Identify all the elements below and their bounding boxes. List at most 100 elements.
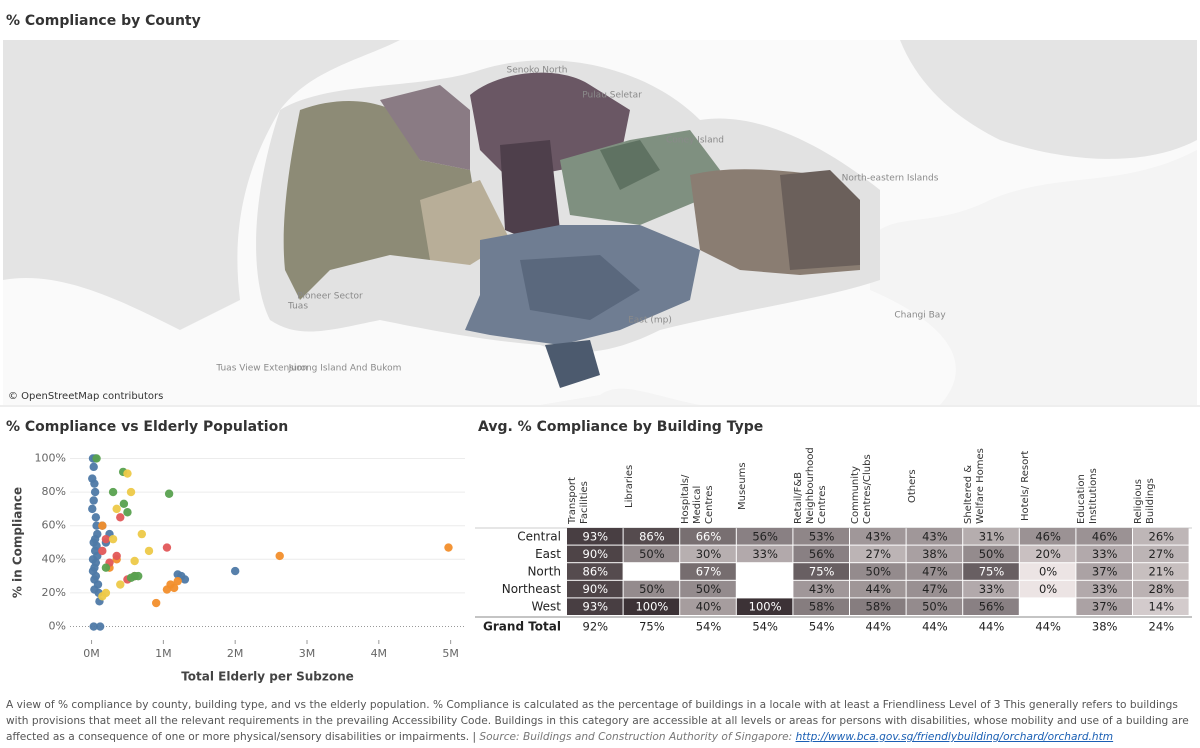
cell-label: 56% xyxy=(809,547,835,561)
point xyxy=(89,462,98,472)
heat-cell xyxy=(567,528,623,545)
map-label: Pioneer Sector xyxy=(297,292,363,302)
heat-cell xyxy=(736,528,793,545)
row-label: East xyxy=(535,547,561,561)
point xyxy=(108,487,118,497)
cell-label: 50% xyxy=(696,582,722,596)
cell-label: 43% xyxy=(922,529,948,543)
region-northeast-core xyxy=(600,140,660,190)
cell-label: 47% xyxy=(922,565,948,579)
cell-label: 86% xyxy=(583,565,609,579)
cell-label: 44% xyxy=(866,619,892,633)
region-east-changi xyxy=(780,170,860,270)
point xyxy=(126,487,136,497)
point xyxy=(92,454,101,463)
cell-label: 93% xyxy=(583,529,609,543)
heat-cell xyxy=(963,580,1019,598)
point xyxy=(123,469,132,478)
point xyxy=(90,487,100,497)
heat-cell xyxy=(623,528,680,545)
cell-label: 0% xyxy=(1039,582,1057,596)
heat-cell xyxy=(793,580,849,598)
cell-label: 46% xyxy=(1035,529,1061,543)
point xyxy=(101,563,111,572)
heat-cell xyxy=(736,598,793,615)
caption-source: Source: Buildings and Construction Autho… xyxy=(479,731,793,743)
cell-label: 14% xyxy=(1149,600,1175,614)
point xyxy=(180,575,190,584)
point xyxy=(98,546,107,556)
column-header: Sheltered & Welfare Homes xyxy=(963,448,987,524)
cell-label: 50% xyxy=(979,547,1005,561)
point xyxy=(173,576,182,586)
heat-cell xyxy=(963,598,1019,615)
point xyxy=(130,556,139,566)
cell-label: 66% xyxy=(696,529,722,543)
heat-cell xyxy=(1133,528,1189,545)
point xyxy=(88,504,97,514)
point xyxy=(173,570,182,579)
cell-label: 37% xyxy=(1092,600,1118,614)
point xyxy=(108,534,118,544)
heat-cell xyxy=(567,580,623,598)
cell-label: 38% xyxy=(1092,619,1118,633)
x-tick-label: 2M xyxy=(227,647,244,660)
map-label: Tuas View Extension xyxy=(215,364,307,374)
cell-label: 53% xyxy=(809,529,835,543)
point xyxy=(90,585,99,594)
point xyxy=(90,575,99,584)
heat-cell xyxy=(1019,528,1076,545)
heat-cell xyxy=(906,580,963,598)
map-label: Changi Bay xyxy=(894,311,946,321)
caption-link[interactable]: http://www.bca.gov.sg/friendlybuilding/o… xyxy=(795,731,1114,743)
y-tick-label: 60% xyxy=(42,519,66,532)
cell-label: 54% xyxy=(752,619,778,633)
point xyxy=(89,622,98,631)
point xyxy=(169,583,179,593)
cell-label: 75% xyxy=(639,619,665,633)
cell-label: 33% xyxy=(979,582,1005,596)
heat-cell xyxy=(1076,580,1132,598)
heat-cell xyxy=(567,598,623,615)
cell-label: 93% xyxy=(583,600,609,614)
map-attribution: © OpenStreetMap contributors xyxy=(8,391,163,402)
cell-label: 90% xyxy=(583,547,609,561)
cell-label: 44% xyxy=(979,619,1005,633)
x-tick-label: 3M xyxy=(299,647,316,660)
point xyxy=(95,622,105,631)
region-north-centre xyxy=(500,140,560,245)
column-header: Libraries xyxy=(623,464,635,508)
cell-label: 75% xyxy=(809,565,835,579)
point xyxy=(92,541,101,551)
y-tick-label: 80% xyxy=(42,485,66,498)
point xyxy=(230,566,240,576)
point xyxy=(91,513,101,522)
cell-label: 21% xyxy=(1149,565,1175,579)
region-west-north xyxy=(380,85,470,170)
point xyxy=(112,504,121,514)
map-label: Coney Island xyxy=(666,136,724,146)
x-tick-label: 0M xyxy=(83,647,100,660)
cell-label: 67% xyxy=(696,565,722,579)
column-header: Others xyxy=(906,469,918,503)
point xyxy=(90,534,100,544)
cell-label: 56% xyxy=(979,600,1005,614)
heat-cell xyxy=(680,545,736,563)
cell-label: 50% xyxy=(866,565,892,579)
heat-cell xyxy=(1019,563,1076,580)
cell-label: 0% xyxy=(1039,565,1057,579)
y-tick-label: 0% xyxy=(49,620,66,633)
cell-label: 27% xyxy=(1149,547,1175,561)
heat-cell xyxy=(906,598,963,615)
point xyxy=(98,592,107,601)
heat-cell xyxy=(906,563,963,580)
cell-label: 90% xyxy=(583,582,609,596)
point xyxy=(164,489,174,498)
cell-label: 33% xyxy=(1092,582,1118,596)
row-label: North xyxy=(527,565,561,579)
x-axis-label: Total Elderly per Subzone xyxy=(181,670,354,684)
x-tick-label: 4M xyxy=(371,647,388,660)
cell-label: 75% xyxy=(979,565,1005,579)
